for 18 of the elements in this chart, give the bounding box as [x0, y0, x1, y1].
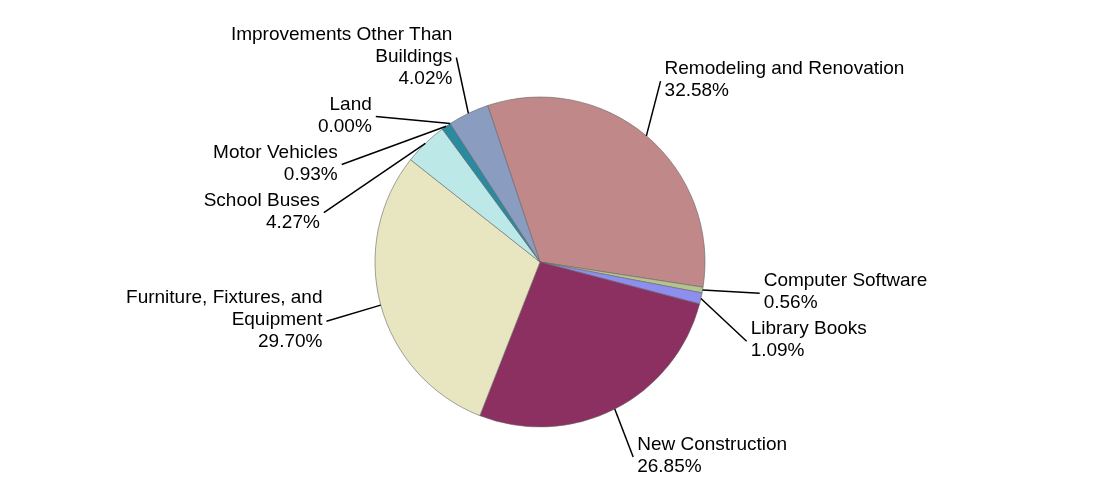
- slice-label: Motor Vehicles: [213, 140, 338, 162]
- slice-label: Library Books: [750, 317, 867, 339]
- slice-label: Computer Software: [763, 269, 928, 291]
- slice-label: New Construction: [637, 433, 788, 454]
- data-label: 1.09%: [750, 339, 805, 361]
- data-label: 0.93%: [283, 162, 338, 184]
- slice-label: Improvements Other Than Buildings: [230, 22, 453, 66]
- slice-label: School Buses: [203, 188, 320, 210]
- data-label: 32.58%: [664, 79, 730, 101]
- data-label: 0.56%: [763, 291, 818, 313]
- data-label: 29.70%: [258, 330, 323, 352]
- data-label: 4.02%: [398, 66, 453, 88]
- data-label: 26.85%: [637, 455, 702, 476]
- category-label: Land: [329, 92, 372, 114]
- data-label: 4.27%: [265, 210, 320, 232]
- slice-label: Remodeling and Renovation: [664, 57, 905, 79]
- text: 0.00%: [317, 114, 372, 136]
- slice-label: Furniture, Fixtures, and Equipment: [126, 286, 324, 330]
